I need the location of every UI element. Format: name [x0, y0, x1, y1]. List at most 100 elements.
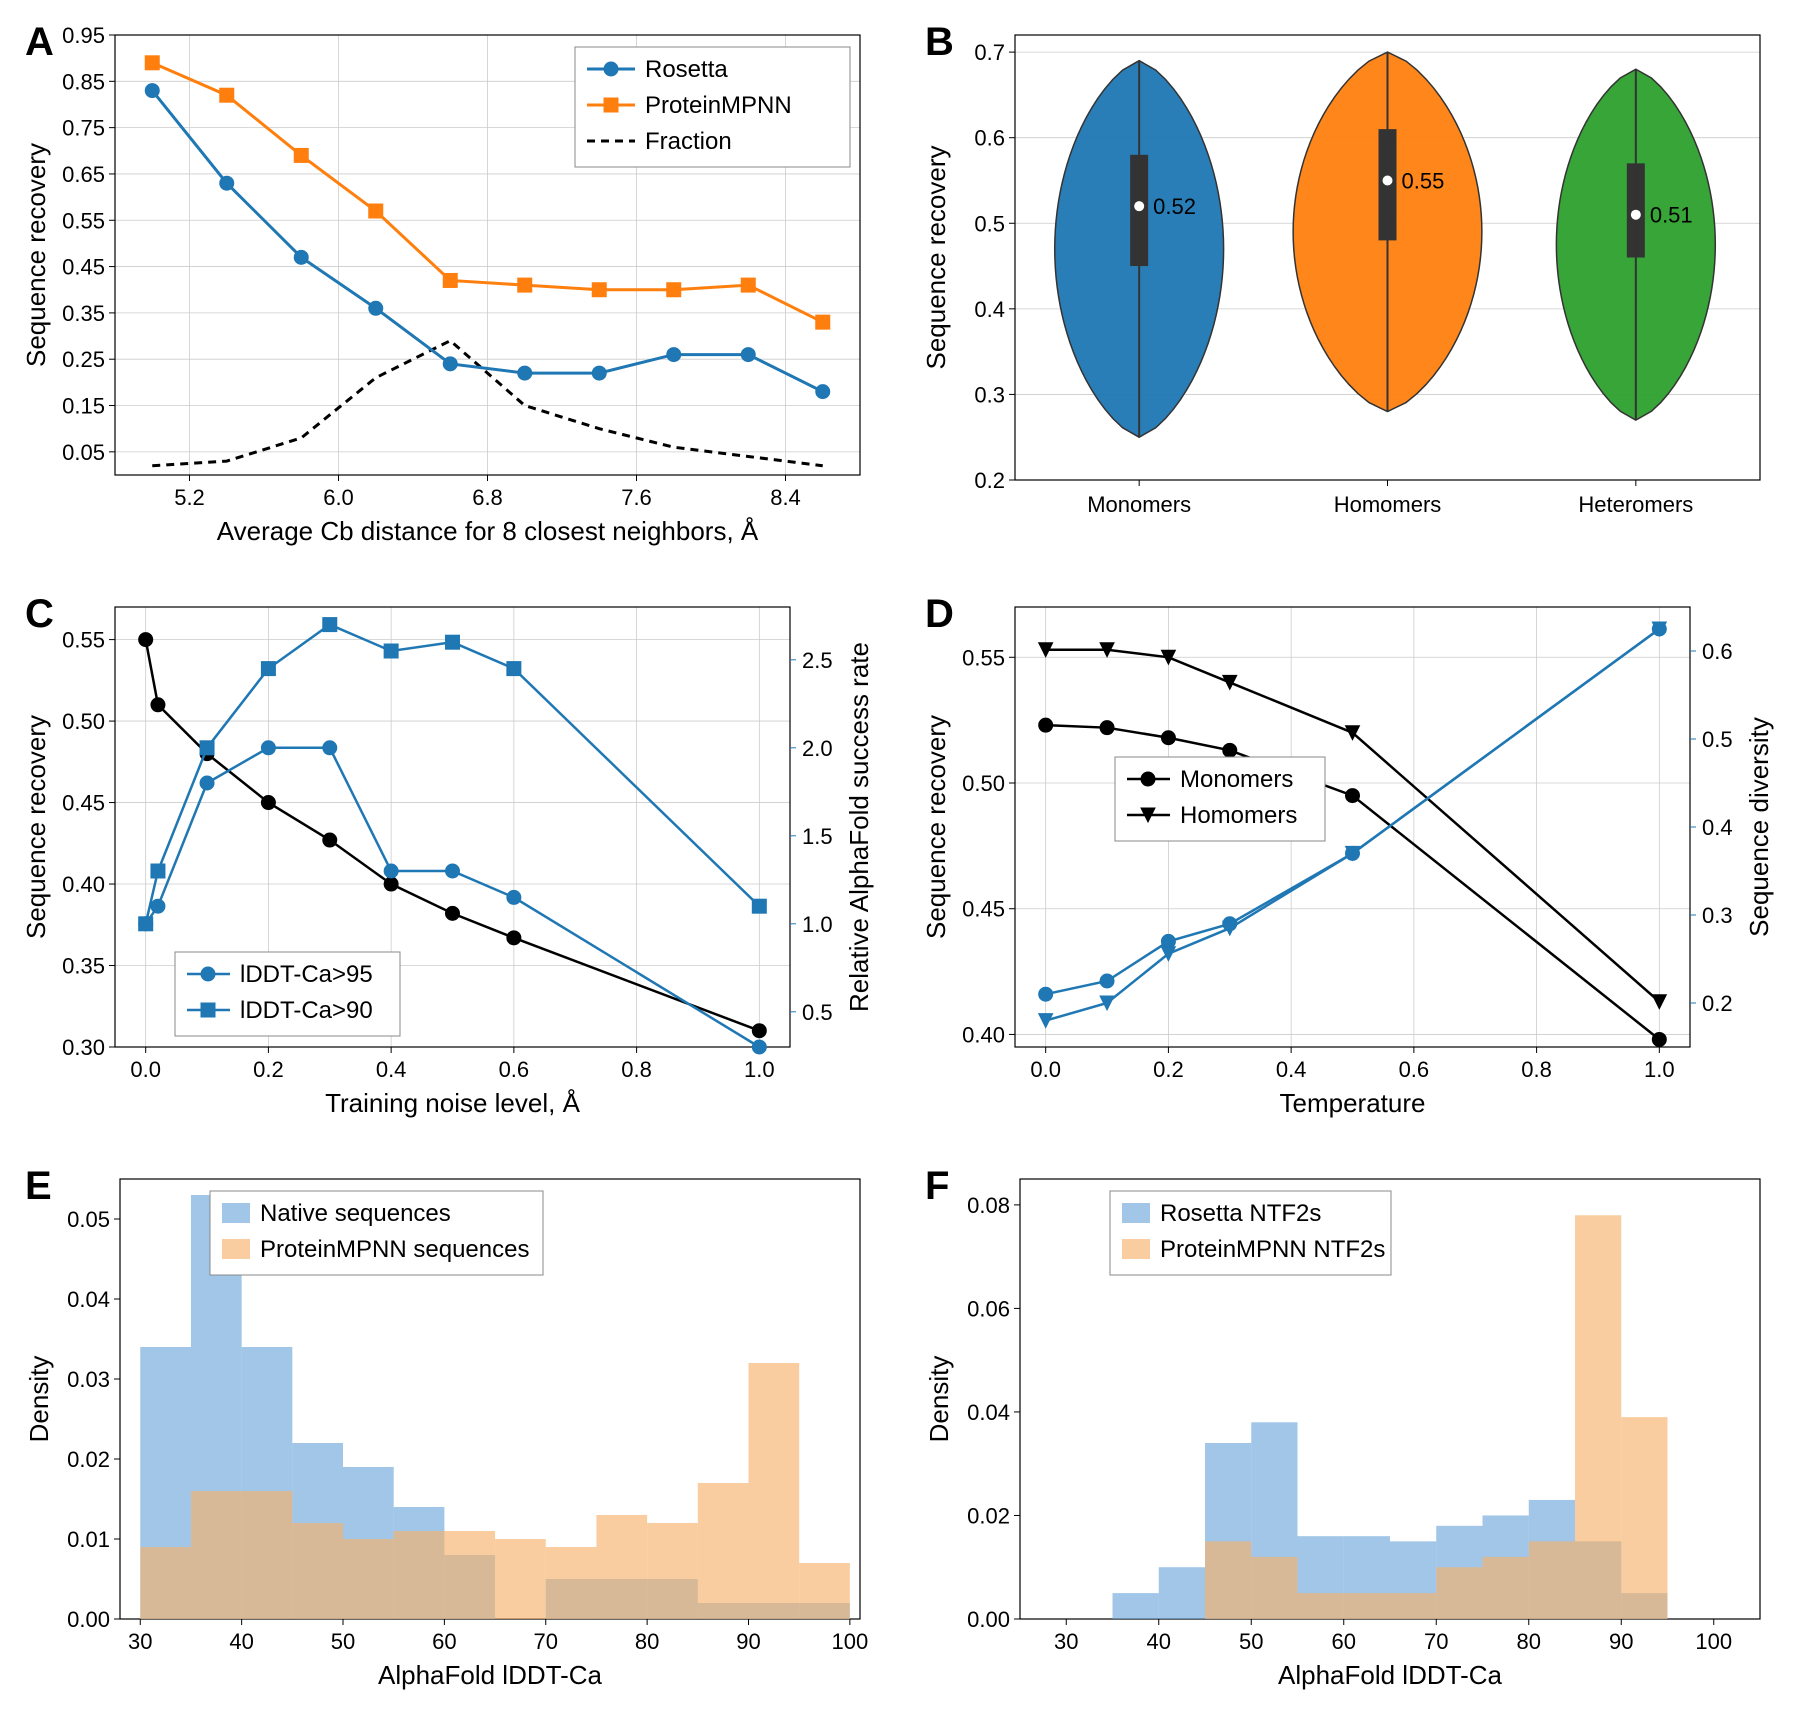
svg-text:0.08: 0.08	[967, 1193, 1010, 1218]
svg-text:0.3: 0.3	[1702, 903, 1733, 928]
svg-text:Average Cb distance for 8 clos: Average Cb distance for 8 closest neighb…	[217, 516, 759, 546]
svg-text:0.7: 0.7	[974, 40, 1005, 65]
svg-text:Density: Density	[924, 1356, 954, 1443]
svg-text:Homomers: Homomers	[1180, 802, 1297, 829]
svg-text:0.51: 0.51	[1650, 203, 1693, 228]
svg-text:0.8: 0.8	[621, 1057, 652, 1082]
svg-text:100: 100	[1695, 1629, 1732, 1654]
panel-f: 0.000.020.040.060.0830405060708090100Alp…	[920, 1164, 1780, 1706]
svg-text:Training noise level, Å: Training noise level, Å	[325, 1088, 580, 1118]
svg-text:30: 30	[128, 1629, 152, 1654]
svg-text:100: 100	[832, 1629, 869, 1654]
svg-text:0.2: 0.2	[1153, 1057, 1184, 1082]
svg-text:E: E	[25, 1164, 52, 1208]
svg-text:ProteinMPNN NTF2s: ProteinMPNN NTF2s	[1160, 1236, 1385, 1263]
svg-text:0.00: 0.00	[967, 1607, 1010, 1632]
svg-text:70: 70	[534, 1629, 558, 1654]
svg-text:60: 60	[432, 1629, 456, 1654]
svg-text:0.95: 0.95	[62, 23, 105, 48]
svg-text:50: 50	[331, 1629, 355, 1654]
svg-text:0.5: 0.5	[1702, 727, 1733, 752]
panel-c: 0.300.350.400.450.500.550.51.01.52.02.50…	[20, 592, 880, 1134]
svg-text:0.03: 0.03	[67, 1367, 110, 1392]
svg-text:0.4: 0.4	[974, 297, 1005, 322]
svg-text:Sequence diversity: Sequence diversity	[1744, 717, 1774, 937]
svg-text:7.6: 7.6	[621, 485, 652, 510]
svg-text:0.5: 0.5	[802, 1000, 833, 1025]
svg-text:0.35: 0.35	[62, 301, 105, 326]
svg-text:6.8: 6.8	[472, 485, 503, 510]
svg-text:0.4: 0.4	[1702, 815, 1733, 840]
svg-text:lDDT-Ca>90: lDDT-Ca>90	[240, 997, 373, 1024]
svg-text:0.0: 0.0	[130, 1057, 161, 1082]
svg-text:1.0: 1.0	[1644, 1057, 1675, 1082]
svg-text:90: 90	[1609, 1629, 1633, 1654]
svg-text:Sequence recovery: Sequence recovery	[21, 143, 51, 367]
svg-text:40: 40	[1147, 1629, 1171, 1654]
svg-text:0.6: 0.6	[974, 126, 1005, 151]
svg-text:8.4: 8.4	[770, 485, 801, 510]
svg-text:AlphaFold lDDT-Ca: AlphaFold lDDT-Ca	[378, 1660, 603, 1690]
svg-text:30: 30	[1054, 1629, 1078, 1654]
svg-text:0.3: 0.3	[974, 382, 1005, 407]
svg-text:0.4: 0.4	[376, 1057, 407, 1082]
panel-b: 0.20.30.40.50.60.7Sequence recovery0.52M…	[920, 20, 1780, 562]
svg-text:0.55: 0.55	[62, 628, 105, 653]
svg-text:Heteromers: Heteromers	[1578, 492, 1693, 517]
svg-text:80: 80	[635, 1629, 659, 1654]
svg-text:Rosetta NTF2s: Rosetta NTF2s	[1160, 1200, 1321, 1227]
svg-text:ProteinMPNN sequences: ProteinMPNN sequences	[260, 1236, 529, 1263]
svg-text:0.15: 0.15	[62, 394, 105, 419]
svg-text:D: D	[925, 592, 954, 636]
svg-text:Native sequences: Native sequences	[260, 1200, 451, 1227]
svg-text:0.50: 0.50	[962, 771, 1005, 796]
svg-text:1.5: 1.5	[802, 824, 833, 849]
svg-text:lDDT-Ca>95: lDDT-Ca>95	[240, 961, 373, 988]
svg-text:5.2: 5.2	[174, 485, 205, 510]
svg-text:0.45: 0.45	[62, 255, 105, 280]
svg-text:0.75: 0.75	[62, 116, 105, 141]
svg-text:0.40: 0.40	[962, 1022, 1005, 1047]
svg-text:0.2: 0.2	[1702, 991, 1733, 1016]
svg-text:0.02: 0.02	[967, 1503, 1010, 1528]
svg-text:Temperature: Temperature	[1280, 1088, 1426, 1118]
svg-text:A: A	[25, 20, 54, 64]
figure-grid: 0.050.150.250.350.450.550.650.750.850.95…	[20, 20, 1780, 1706]
svg-text:Density: Density	[24, 1356, 54, 1443]
svg-text:Relative AlphaFold success rat: Relative AlphaFold success rate	[844, 642, 874, 1012]
svg-text:0.06: 0.06	[967, 1296, 1010, 1321]
panel-d: 0.400.450.500.550.20.30.40.50.60.00.20.4…	[920, 592, 1780, 1134]
svg-text:0.45: 0.45	[962, 897, 1005, 922]
svg-text:0.6: 0.6	[1702, 639, 1733, 664]
svg-text:Sequence recovery: Sequence recovery	[21, 715, 51, 939]
svg-text:0.02: 0.02	[67, 1447, 110, 1472]
svg-text:Monomers: Monomers	[1180, 766, 1293, 793]
svg-text:0.55: 0.55	[62, 208, 105, 233]
svg-text:80: 80	[1517, 1629, 1541, 1654]
svg-text:1.0: 1.0	[744, 1057, 775, 1082]
svg-text:0.35: 0.35	[62, 954, 105, 979]
svg-text:0.40: 0.40	[62, 872, 105, 897]
svg-text:0.52: 0.52	[1153, 194, 1196, 219]
svg-text:0.2: 0.2	[974, 468, 1005, 493]
svg-text:Monomers: Monomers	[1087, 492, 1191, 517]
svg-text:F: F	[925, 1164, 949, 1208]
svg-text:ProteinMPNN: ProteinMPNN	[645, 92, 792, 119]
svg-text:0.50: 0.50	[62, 709, 105, 734]
svg-text:0.4: 0.4	[1276, 1057, 1307, 1082]
svg-text:0.55: 0.55	[1402, 168, 1445, 193]
svg-text:0.45: 0.45	[62, 791, 105, 816]
svg-text:AlphaFold lDDT-Ca: AlphaFold lDDT-Ca	[1278, 1660, 1503, 1690]
svg-text:C: C	[25, 592, 54, 636]
svg-text:0.25: 0.25	[62, 347, 105, 372]
svg-text:Rosetta: Rosetta	[645, 56, 728, 83]
svg-text:90: 90	[736, 1629, 760, 1654]
svg-text:Sequence recovery: Sequence recovery	[921, 145, 951, 369]
svg-text:0.8: 0.8	[1521, 1057, 1552, 1082]
svg-text:1.0: 1.0	[802, 912, 833, 937]
svg-text:0.6: 0.6	[499, 1057, 530, 1082]
svg-text:0.05: 0.05	[62, 440, 105, 465]
svg-text:0.05: 0.05	[67, 1207, 110, 1232]
svg-text:60: 60	[1332, 1629, 1356, 1654]
svg-text:2.0: 2.0	[802, 736, 833, 761]
